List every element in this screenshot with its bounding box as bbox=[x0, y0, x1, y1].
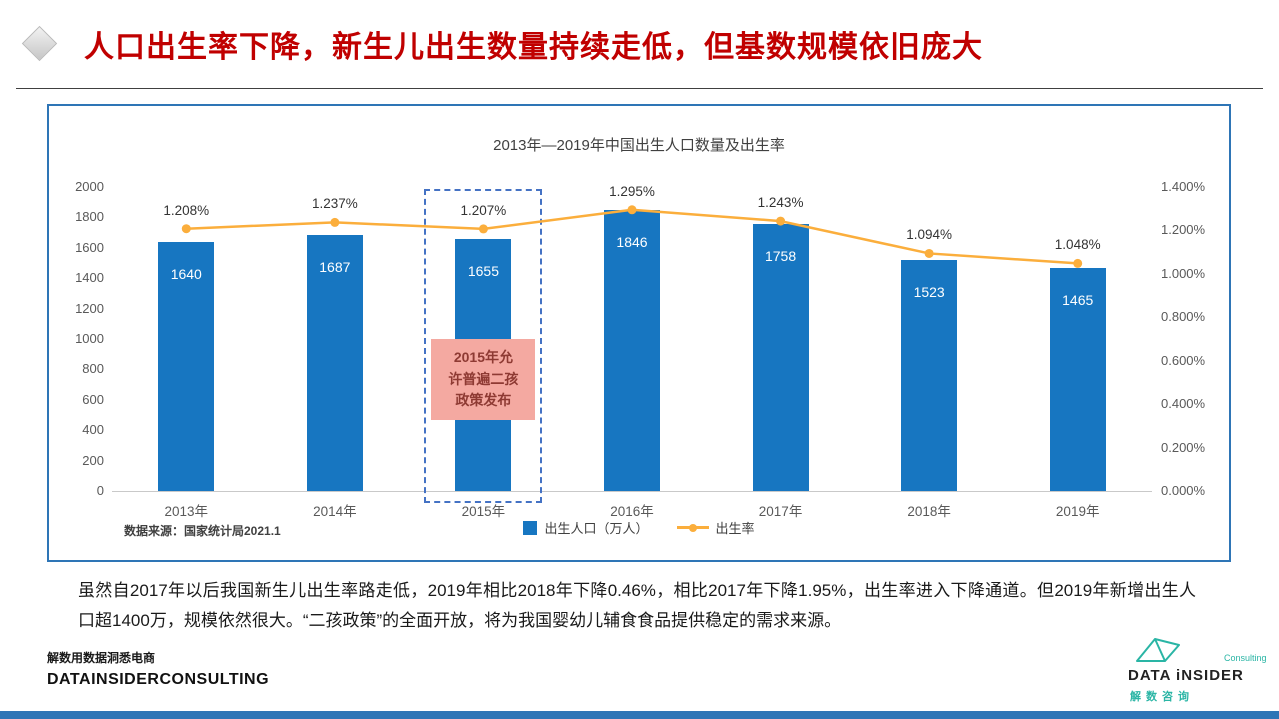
line-series-swatch-icon bbox=[676, 523, 709, 532]
logo-consulting-label: Consulting bbox=[1224, 653, 1267, 663]
rate-data-label: 1.048% bbox=[1054, 237, 1101, 253]
x-axis-label: 2018年 bbox=[907, 504, 951, 519]
birth-population-bar bbox=[604, 210, 660, 491]
data-insider-logo: Consulting DATA iNSIDER 解数咨询 bbox=[1128, 636, 1276, 708]
y-axis-left-tick: 1400 bbox=[75, 270, 104, 286]
x-axis-line bbox=[112, 491, 1152, 492]
birth-rate-point bbox=[1073, 258, 1083, 268]
birth-population-bar bbox=[901, 259, 958, 491]
y-axis-left-tick: 800 bbox=[82, 361, 104, 377]
rate-data-label: 1.243% bbox=[757, 195, 804, 211]
x-axis-label: 2013年 bbox=[164, 504, 209, 519]
y-axis-right-tick: 1.000% bbox=[1161, 265, 1206, 281]
bar-value-label: 1758 bbox=[764, 247, 797, 264]
y-axis-right-tick: 0.200% bbox=[1161, 439, 1206, 455]
bar-value-label: 1655 bbox=[467, 263, 499, 280]
x-axis-label: 2017年 bbox=[758, 504, 803, 519]
y-axis-right-tick: 1.400% bbox=[1161, 179, 1206, 194]
rate-data-label: 1.094% bbox=[906, 227, 953, 243]
y-axis-right-tick: 0.800% bbox=[1161, 309, 1206, 325]
y-axis-left-tick: 1600 bbox=[75, 239, 104, 255]
y-axis-left-tick: 400 bbox=[82, 422, 104, 438]
bar-value-label: 1465 bbox=[1062, 292, 1094, 309]
y-axis-right-tick: 0.600% bbox=[1161, 352, 1206, 368]
chart-legend: 出生人口（万人） 出生率 bbox=[49, 518, 1229, 537]
bar-value-label: 1687 bbox=[319, 258, 351, 275]
bar-value-label: 1523 bbox=[913, 283, 945, 300]
logo-mark-icon bbox=[1136, 638, 1180, 662]
legend-item-population: 出生人口（万人） bbox=[523, 518, 649, 537]
y-axis-left-tick: 200 bbox=[82, 452, 104, 468]
rate-data-label: 1.237% bbox=[311, 196, 358, 212]
y-axis-right-tick: 0.400% bbox=[1161, 396, 1206, 412]
birth-population-bar bbox=[752, 223, 809, 491]
rate-data-label: 1.295% bbox=[609, 183, 655, 199]
chart-title: 2013年—2019年中国出生人口数量及出生率 bbox=[493, 137, 785, 154]
y-axis-left-tick: 0 bbox=[96, 483, 104, 498]
title-underline bbox=[16, 88, 1263, 89]
summary-paragraph: 虽然自2017年以后我国新生儿出生率路走低，2019年相比2018年下降0.46… bbox=[78, 581, 1196, 630]
page-title: 人口出生率下降，新生儿出生数量持续走低，但基数规模依旧庞大 bbox=[84, 31, 983, 64]
legend-label-population: 出生人口（万人） bbox=[544, 521, 649, 536]
x-axis-label: 2014年 bbox=[313, 504, 357, 519]
line-swatch-dot-icon bbox=[688, 523, 697, 532]
birth-population-bar bbox=[158, 241, 215, 491]
chart-card: 0 200 400 600 800 1000 1200 1400 1600 1800 2000 0.0… bbox=[47, 104, 1231, 562]
policy-annotation: 2015年允 许普遍二孩 政策发布 bbox=[431, 339, 536, 421]
chart-plot-area: 0 200 400 600 800 1000 1200 1400 1600 1800 2000 0.0… bbox=[49, 106, 1229, 560]
y-axis-left-tick: 1200 bbox=[75, 300, 104, 316]
y-axis-right-tick: 1.200% bbox=[1161, 222, 1206, 238]
x-axis-label: 2015年 bbox=[461, 504, 506, 519]
x-axis-label: 2019年 bbox=[1055, 504, 1100, 519]
bar-value-label: 1846 bbox=[616, 234, 648, 251]
y-axis-left-tick: 2000 bbox=[75, 179, 104, 194]
rate-data-label: 1.208% bbox=[163, 202, 210, 218]
footer-tagline: 解数用数据洞悉电商 bbox=[47, 651, 156, 665]
birth-population-bar bbox=[1049, 268, 1106, 491]
diamond-bullet-icon bbox=[21, 25, 58, 62]
footer-company-name: DATAINSIDERCONSULTING bbox=[47, 671, 270, 688]
y-axis-left-tick: 600 bbox=[82, 391, 104, 407]
x-axis-label: 2016年 bbox=[610, 504, 654, 519]
y-axis-right-tick: 0.000% bbox=[1161, 483, 1206, 498]
highlight-dashed-box bbox=[424, 189, 543, 503]
bar-series-swatch-icon bbox=[523, 520, 538, 535]
birth-rate-point bbox=[181, 224, 191, 234]
y-axis-left-tick: 1800 bbox=[75, 209, 104, 225]
birth-population-bar bbox=[306, 234, 363, 491]
birth-rate-point bbox=[924, 248, 934, 258]
logo-brand-name: DATA iNSIDER bbox=[1128, 667, 1244, 684]
y-axis-left-tick: 1000 bbox=[75, 331, 104, 346]
rate-data-label: 1.207% bbox=[460, 202, 507, 218]
legend-label-rate: 出生率 bbox=[715, 521, 755, 536]
logo-chinese-name: 解数咨询 bbox=[1130, 691, 1194, 703]
bottom-accent-bar bbox=[0, 711, 1279, 719]
birth-rate-point bbox=[330, 217, 340, 227]
data-source-note: 数据来源：国家统计局2021.1 bbox=[124, 524, 281, 538]
bar-value-label: 1640 bbox=[170, 265, 202, 282]
legend-item-rate: 出生率 bbox=[676, 518, 755, 537]
